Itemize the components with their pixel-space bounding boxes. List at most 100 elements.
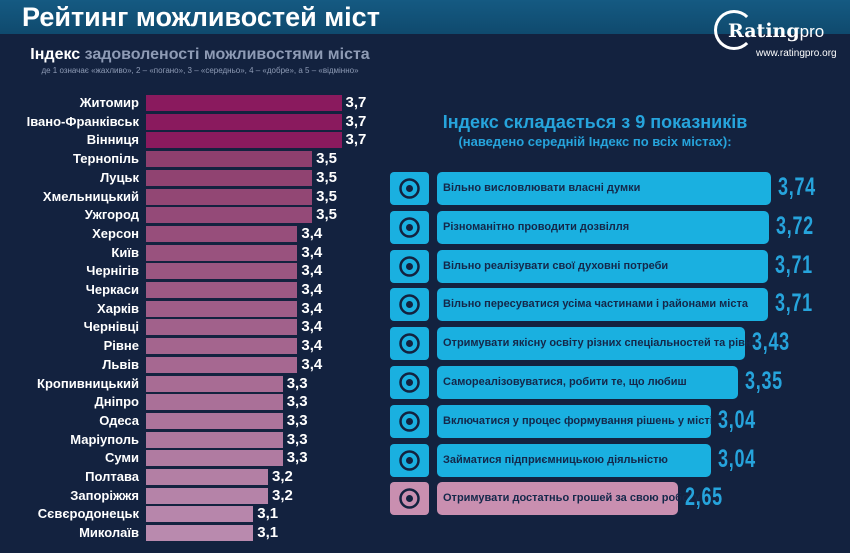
indicator-bar: Включатися у процес формування рішень у … (437, 404, 713, 438)
right-chart-subtitle: (наведено середній Індекс по всіх містах… (458, 134, 732, 149)
city-bar (146, 282, 298, 298)
city-bar (146, 188, 313, 205)
city-label: Сєвєродонецьк (37, 506, 139, 522)
indicator-bar: Отримувати якісну освіту різних спеціаль… (437, 327, 761, 361)
city-bar (146, 412, 283, 429)
city-bar (146, 263, 298, 280)
city-label: Луцьк (100, 169, 139, 185)
indicator-value-label: 3,43 (751, 328, 790, 357)
logo-name: Ratingpro (728, 20, 825, 42)
city-bar (146, 319, 298, 336)
indicator-value-label: 3,35 (744, 367, 783, 395)
city-value-label: 3,3 (286, 374, 308, 392)
gear-people-icon (390, 404, 429, 438)
city-label: Ужгород (84, 207, 139, 223)
city-label: Запоріжжя (70, 487, 139, 503)
city-label: Харків (97, 300, 139, 316)
dancing-people-icon (390, 366, 429, 399)
city-value-label: 3,7 (345, 131, 367, 149)
city-bar (146, 132, 342, 149)
city-value-label: 3,4 (301, 337, 323, 355)
indicator-value-label: 3,71 (775, 289, 814, 318)
city-value-label: 3,3 (286, 411, 308, 429)
logo-ring-icon (714, 10, 754, 50)
city-value-label: 3,4 (301, 262, 323, 280)
shop-icon (390, 443, 429, 477)
indicator-value-label: 3,74 (777, 173, 816, 201)
city-label: Херсон (92, 225, 139, 241)
city-bar (146, 375, 283, 392)
city-label: Маріуполь (70, 431, 139, 447)
ratingpro-logo: Ratingpro www.ratingpro.org (714, 10, 844, 59)
indicator-bar: Вільно висловлювати власні думки (437, 172, 771, 205)
city-value-label: 3,5 (316, 206, 337, 224)
left-chart-title: Індекс задоволеності можливостями міста (30, 46, 370, 63)
family-icon (390, 210, 429, 244)
city-value-label: 3,2 (272, 468, 293, 485)
city-bar (146, 225, 298, 242)
city-value-label: 3,4 (301, 318, 323, 336)
raised-hands-icon (390, 172, 429, 205)
city-label: Миколаїв (79, 525, 139, 541)
city-value-label: 3,5 (316, 150, 337, 168)
city-bar (146, 431, 283, 448)
city-value-label: 3,1 (257, 524, 279, 542)
logo-url: www.ratingpro.org (756, 48, 837, 59)
right-chart-title: Індекс складається з 9 показників (442, 112, 748, 132)
city-bar (146, 450, 283, 467)
city-value-label: 3,2 (272, 486, 293, 504)
city-bar (146, 300, 298, 317)
city-label: Дніпро (94, 394, 139, 410)
city-value-label: 3,3 (286, 449, 308, 467)
graduation-cap-icon (390, 327, 429, 361)
indicator-value-label: 3,04 (718, 405, 757, 434)
city-bar (146, 394, 283, 411)
indicator-bar: Займатися підприємницькою діяльністю (437, 443, 712, 477)
city-bar (146, 95, 342, 111)
city-label: Черкаси (85, 282, 139, 297)
city-bar (146, 207, 313, 224)
city-bar (146, 338, 298, 355)
city-value-label: 3,3 (286, 430, 308, 448)
indicator-bar: Вільно реалізувати свої духовні потреби (437, 249, 769, 283)
city-bar (146, 113, 342, 130)
city-bar (146, 244, 298, 261)
city-label: Кропивницький (37, 375, 139, 391)
city-label: Київ (111, 244, 139, 260)
city-bar (146, 151, 313, 168)
city-value-label: 3,4 (301, 224, 323, 242)
city-value-label: 3,1 (257, 505, 279, 523)
city-label: Хмельницький (42, 188, 139, 204)
city-label: Чернівці (83, 319, 139, 335)
indicator-value-label: 3,04 (718, 444, 757, 473)
page-title: Рейтинг можливостей міст (22, 2, 380, 32)
city-bar (146, 525, 254, 542)
city-label: Вінниця (86, 132, 139, 148)
city-label: Тернопіль (73, 151, 139, 167)
city-value-label: 3,5 (316, 187, 337, 205)
left-chart-subtitle: де 1 означає «жахливо», 2 – «погано», 3 … (41, 66, 359, 75)
city-bar (146, 506, 254, 523)
city-value-label: 3,3 (286, 393, 308, 411)
indicator-bar: Самореалізовуватися, робити те, що любиш (437, 366, 738, 399)
city-value-label: 3,7 (345, 112, 367, 130)
city-label: Рівне (103, 338, 139, 354)
city-label: Львів (102, 356, 139, 372)
header-band (0, 0, 850, 34)
indicator-value-label: 3,72 (776, 211, 815, 240)
city-label: Житомир (79, 95, 139, 110)
city-bar (146, 169, 313, 186)
city-bar (146, 356, 298, 373)
city-value-label: 3,7 (345, 94, 367, 111)
city-label: Суми (104, 450, 139, 466)
indicator-bar: Вільно пересуватися усіма частинами і ра… (437, 288, 769, 322)
city-label: Одеса (99, 412, 139, 428)
transport-icon (390, 288, 429, 322)
city-value-label: 3,5 (316, 168, 337, 186)
city-value-label: 3,4 (301, 281, 323, 298)
indicator-value-label: 3,71 (775, 250, 814, 279)
city-label: Полтава (85, 469, 139, 484)
indicator-value-label: 2,65 (685, 483, 724, 512)
indicator-bar: Отримувати достатньо грошей за свою робо… (437, 482, 700, 516)
city-bar (146, 469, 268, 485)
